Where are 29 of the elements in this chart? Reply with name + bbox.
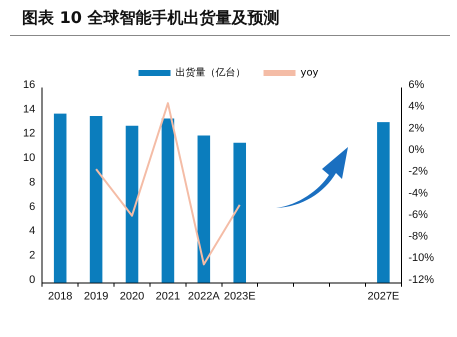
- y2-tick-label: -6%: [408, 208, 428, 221]
- y2-tick-label: -12%: [408, 274, 434, 286]
- legend-label: 出货量（亿台）: [176, 66, 246, 79]
- y2-tick-label: -10%: [408, 252, 434, 264]
- chart-title: 图表 10 全球智能手机出货量及预测: [22, 8, 280, 29]
- y-tick-label: 0: [29, 274, 36, 286]
- y-tick-label: 2: [29, 249, 36, 262]
- x-tick-label: 2019: [84, 290, 108, 302]
- y2-tick-label: -8%: [408, 230, 428, 243]
- x-tick-label: 2027E: [367, 290, 400, 302]
- y-tick-label: 16: [22, 79, 36, 92]
- x-tick-label: 2018: [48, 290, 72, 302]
- y2-tick-label: 0%: [408, 144, 424, 156]
- legend-label: yoy: [300, 68, 319, 79]
- y-tick-label: 8: [29, 176, 36, 188]
- y-tick-label: 4: [29, 225, 36, 238]
- y2-tick-label: 2%: [408, 122, 424, 134]
- y-tick-label: 14: [22, 103, 36, 116]
- y-tick-label: 6: [29, 200, 36, 213]
- y2-tick-label: 4%: [408, 100, 424, 113]
- x-tick-label: 2020: [120, 290, 144, 302]
- x-tick-label: 2023E: [224, 290, 256, 302]
- x-tick-label: 2021: [156, 290, 180, 302]
- y2-tick-label: -2%: [408, 166, 428, 178]
- y-tick-label: 10: [22, 152, 36, 164]
- x-tick-label: 2022A: [188, 290, 220, 302]
- y2-tick-label: -4%: [408, 187, 428, 200]
- y-tick-label: 12: [22, 128, 36, 140]
- y2-tick-label: 6%: [408, 79, 424, 92]
